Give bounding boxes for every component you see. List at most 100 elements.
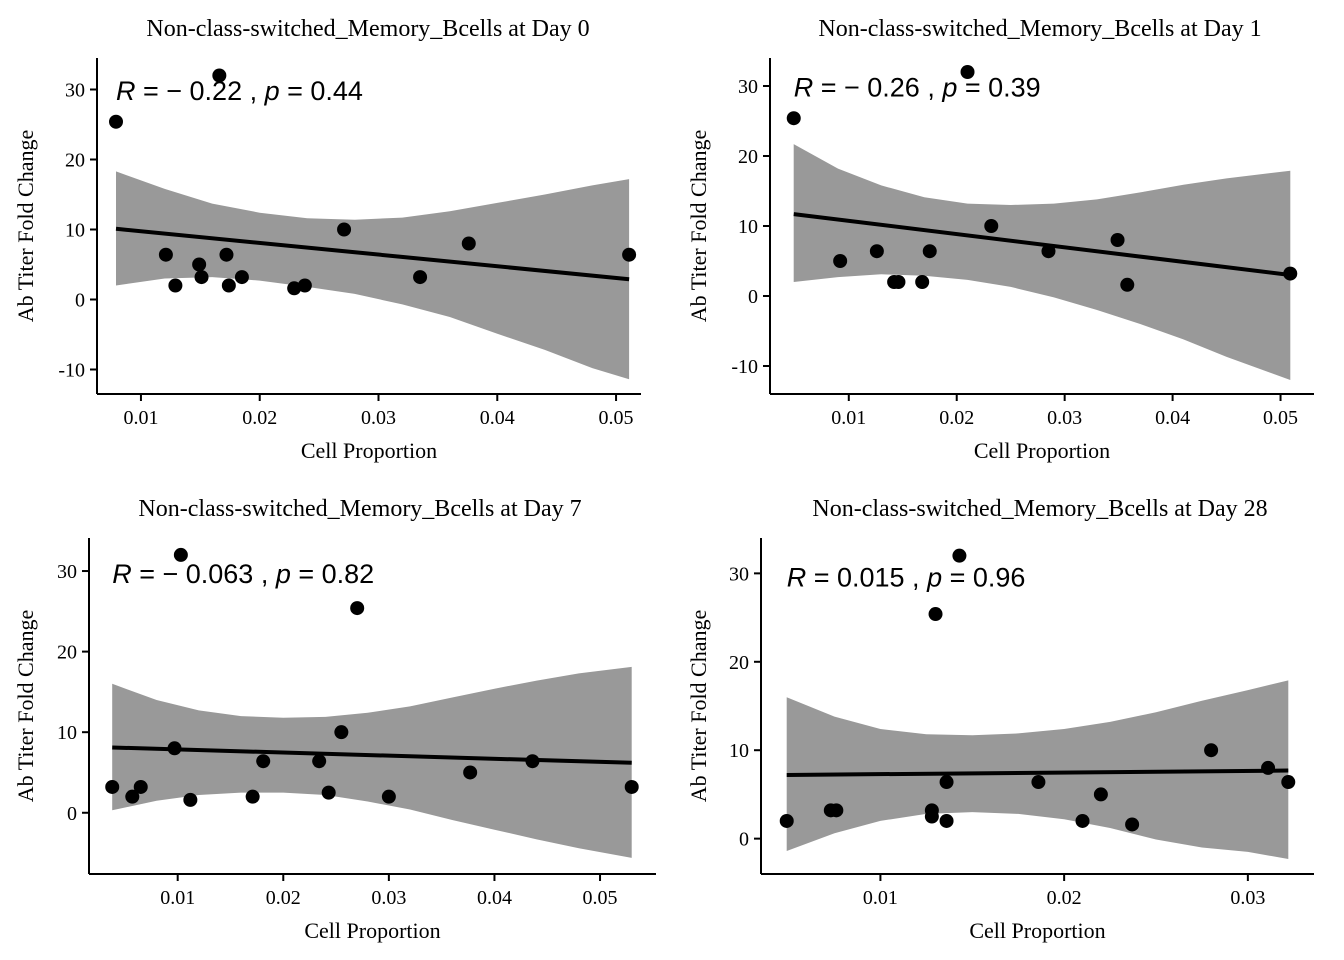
- chart-title: Non-class-switched_Memory_Bcells at Day …: [138, 496, 581, 522]
- data-point: [321, 785, 336, 800]
- y-tick-label: 30: [57, 561, 77, 583]
- regression-line: [786, 768, 1289, 777]
- x-tick-label: 0.01: [831, 407, 866, 429]
- data-point: [287, 281, 302, 296]
- data-point: [194, 270, 209, 285]
- correlation-annotation: R = − 0.063 , p = 0.82: [112, 559, 374, 589]
- y-tick-label: 10: [65, 220, 85, 242]
- data-point: [109, 114, 124, 129]
- r-symbol: R: [794, 73, 814, 103]
- x-tick-label: 0.02: [939, 407, 974, 429]
- regression-line: [793, 212, 1291, 277]
- r-value: = − 0.26 ,: [813, 73, 942, 103]
- data-point: [133, 779, 148, 794]
- data-point: [1120, 277, 1135, 292]
- r-value: = − 0.063 ,: [132, 559, 276, 589]
- y-tick-label: 10: [729, 740, 749, 762]
- data-point: [939, 775, 954, 790]
- data-point: [219, 247, 234, 262]
- regression-line: [112, 745, 632, 765]
- data-point: [924, 809, 939, 824]
- data-point: [337, 222, 352, 237]
- y-tick-label: 20: [57, 642, 77, 664]
- p-symbol: p: [275, 559, 291, 589]
- chart-panel-1: 0.01 0.02 0.03 0.04 0.05 -10 0 10 20 30 Non-class-…: [13, 16, 641, 463]
- data-point: [1281, 775, 1296, 790]
- data-point: [297, 278, 312, 293]
- data-point: [869, 244, 884, 259]
- y-tick-label: 10: [738, 216, 758, 238]
- data-point: [381, 789, 396, 804]
- x-axis-label: Cell Proportion: [301, 438, 437, 463]
- regression-line: [115, 226, 630, 282]
- data-point: [960, 65, 975, 79]
- x-tick-label: 0.05: [599, 407, 634, 429]
- data-point: [245, 789, 260, 804]
- x-tick-label: 0.02: [1047, 887, 1082, 909]
- x-tick-label: 0.03: [1230, 887, 1265, 909]
- x-axis-label: Cell Proportion: [974, 438, 1110, 463]
- chart-title: Non-class-switched_Memory_Bcells at Day …: [818, 16, 1261, 42]
- y-tick-label: 0: [748, 286, 758, 308]
- data-point: [312, 754, 327, 769]
- data-point: [105, 779, 120, 794]
- y-tick-label: 0: [739, 829, 749, 851]
- y-tick-label: -10: [58, 360, 85, 382]
- chart-title: Non-class-switched_Memory_Bcells at Day …: [812, 496, 1267, 522]
- y-tick-label: -10: [731, 356, 758, 378]
- x-tick-label: 0.05: [1263, 407, 1298, 429]
- data-point: [891, 275, 906, 289]
- data-point: [463, 765, 478, 780]
- correlation-annotation: R = − 0.26 , p = 0.39: [794, 73, 1041, 103]
- data-point: [1093, 787, 1108, 802]
- data-point: [1125, 817, 1140, 832]
- y-tick-label: 0: [75, 290, 85, 312]
- x-tick-label: 0.01: [123, 407, 158, 429]
- data-point: [525, 754, 540, 769]
- data-point: [212, 68, 227, 83]
- r-symbol: R: [787, 563, 807, 593]
- data-point: [922, 244, 937, 259]
- data-point: [622, 247, 637, 262]
- chart-title: Non-class-switched_Memory_Bcells at Day …: [146, 16, 589, 42]
- data-point: [334, 725, 349, 740]
- data-point: [234, 270, 249, 285]
- data-point: [1075, 813, 1090, 828]
- y-tick-label: 30: [738, 76, 758, 98]
- data-point: [167, 741, 182, 756]
- y-tick-label: 20: [729, 652, 749, 674]
- p-symbol: p: [264, 76, 280, 106]
- y-tick-label: 10: [57, 722, 77, 744]
- data-point: [413, 270, 428, 285]
- data-point: [461, 236, 476, 251]
- p-value: = 0.96: [942, 563, 1025, 593]
- data-point: [350, 601, 365, 616]
- p-value: = 0.82: [291, 559, 374, 589]
- x-tick-label: 0.03: [1047, 407, 1082, 429]
- p-value: = 0.44: [280, 76, 363, 106]
- data-point: [1283, 266, 1298, 281]
- y-tick-label: 30: [729, 563, 749, 585]
- data-point: [1031, 775, 1046, 790]
- data-point: [829, 803, 844, 818]
- data-point: [183, 792, 198, 807]
- data-point: [221, 278, 236, 293]
- x-axis-label: Cell Proportion: [304, 918, 440, 943]
- p-symbol: p: [941, 73, 957, 103]
- p-value: = 0.39: [957, 73, 1040, 103]
- data-point: [786, 111, 801, 126]
- data-point: [168, 278, 183, 293]
- confidence-band: [793, 144, 1291, 380]
- x-tick-label: 0.01: [863, 887, 898, 909]
- data-point: [125, 789, 140, 804]
- r-value: = 0.015 ,: [806, 563, 927, 593]
- data-point: [256, 754, 271, 769]
- x-tick-label: 0.02: [242, 407, 277, 429]
- y-tick-label: 20: [738, 146, 758, 168]
- y-axis-label: Ab Titer Fold Change: [686, 610, 711, 803]
- r-symbol: R: [112, 559, 132, 589]
- chart-panel-2: 0.01 0.02 0.03 0.04 0.05 -10 0 10 20 30 Non-class-…: [686, 16, 1314, 463]
- confidence-band: [116, 171, 630, 380]
- x-tick-label: 0.01: [160, 887, 195, 909]
- x-tick-label: 0.05: [583, 887, 618, 909]
